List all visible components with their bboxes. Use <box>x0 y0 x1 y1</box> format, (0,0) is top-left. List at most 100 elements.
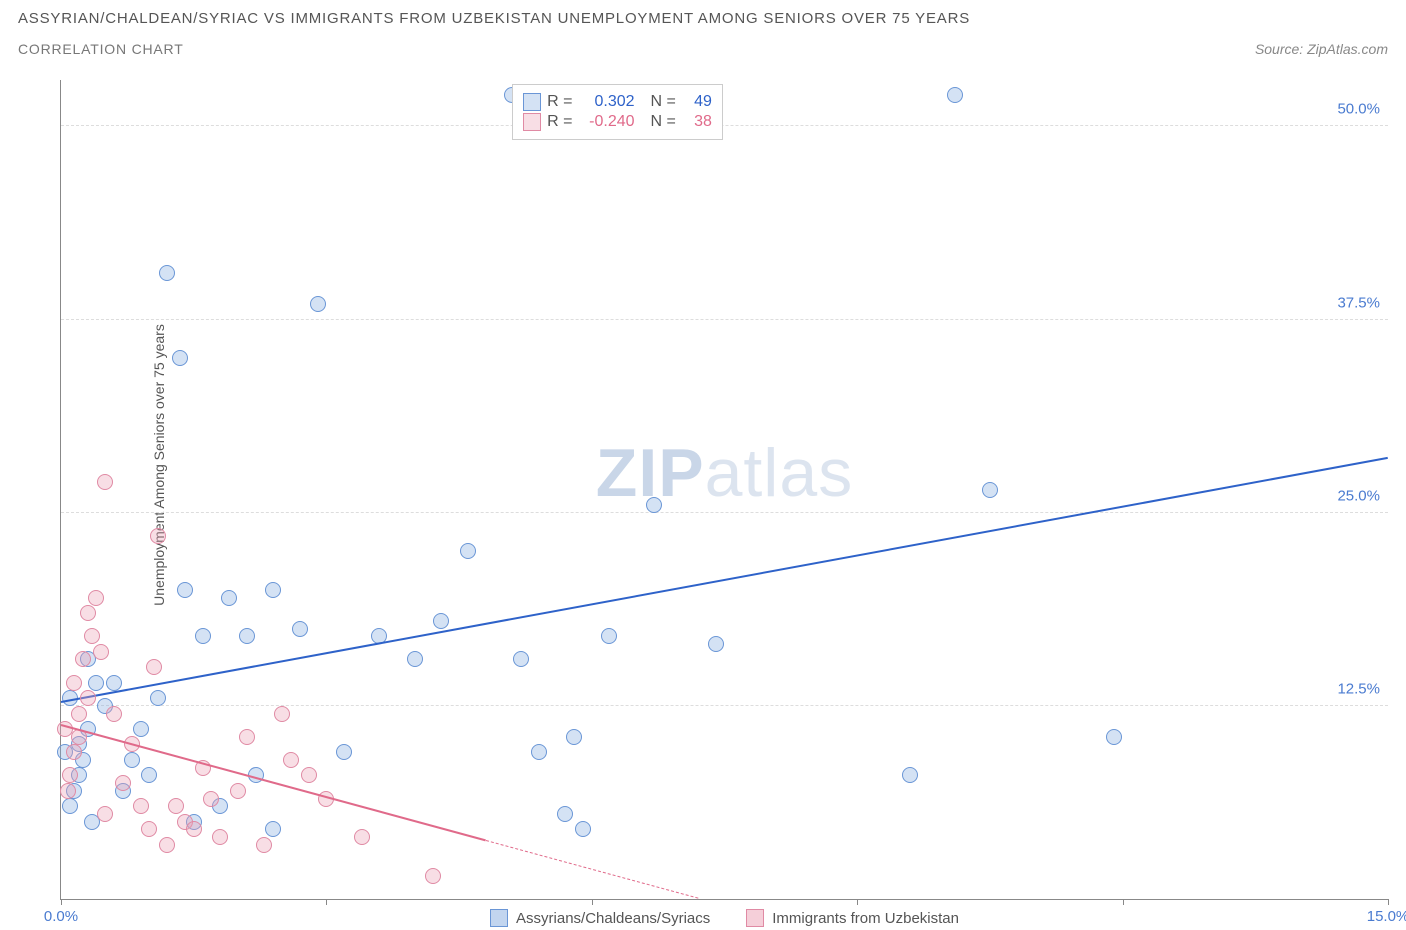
data-point <box>407 651 423 667</box>
data-point <box>168 798 184 814</box>
stat-label-r: R = <box>547 93 572 111</box>
data-point <box>982 482 998 498</box>
data-point <box>172 350 188 366</box>
data-point <box>708 636 724 652</box>
data-point <box>283 752 299 768</box>
regression-line-extrapolated <box>485 840 698 899</box>
data-point <box>159 265 175 281</box>
data-point <box>146 659 162 675</box>
data-point <box>230 783 246 799</box>
series-swatch <box>523 93 541 111</box>
data-point <box>256 837 272 853</box>
data-point <box>124 752 140 768</box>
data-point <box>292 621 308 637</box>
data-point <box>301 767 317 783</box>
data-point <box>239 628 255 644</box>
data-point <box>575 821 591 837</box>
data-point <box>75 651 91 667</box>
legend-item: Immigrants from Uzbekistan <box>746 909 959 927</box>
data-point <box>159 837 175 853</box>
x-tick <box>1388 899 1389 905</box>
data-point <box>265 582 281 598</box>
correlation-stats-box: R = 0.302 N = 49 R = -0.240 N = 38 <box>512 84 723 140</box>
legend-swatch <box>490 909 508 927</box>
data-point <box>531 744 547 760</box>
stat-label-r: R = <box>547 113 572 131</box>
data-point <box>433 613 449 629</box>
stat-label-n: N = <box>651 113 676 131</box>
data-point <box>460 543 476 559</box>
data-point <box>354 829 370 845</box>
watermark: ZIPatlas <box>596 434 853 512</box>
series-swatch <box>523 113 541 131</box>
data-point <box>66 675 82 691</box>
data-point <box>66 744 82 760</box>
source-attribution: Source: ZipAtlas.com <box>1255 41 1388 57</box>
data-point <box>150 528 166 544</box>
y-tick-label: 12.5% <box>1337 680 1380 697</box>
data-point <box>57 721 73 737</box>
scatter-chart: ZIPatlas 12.5%25.0%37.5%50.0%0.0%15.0%R … <box>60 80 1388 900</box>
y-tick-label: 25.0% <box>1337 487 1380 504</box>
y-tick-label: 50.0% <box>1337 101 1380 118</box>
legend: Assyrians/Chaldeans/Syriacs Immigrants fr… <box>61 909 1388 927</box>
data-point <box>84 628 100 644</box>
data-point <box>150 690 166 706</box>
data-point <box>336 744 352 760</box>
data-point <box>141 821 157 837</box>
x-tick <box>326 899 327 905</box>
legend-swatch <box>746 909 764 927</box>
chart-subtitle: CORRELATION CHART <box>18 41 184 57</box>
data-point <box>947 87 963 103</box>
data-point <box>513 651 529 667</box>
data-point <box>425 868 441 884</box>
data-point <box>274 706 290 722</box>
data-point <box>177 582 193 598</box>
data-point <box>80 605 96 621</box>
data-point <box>557 806 573 822</box>
data-point <box>212 829 228 845</box>
data-point <box>97 474 113 490</box>
x-tick <box>592 899 593 905</box>
data-point <box>133 721 149 737</box>
x-tick <box>1123 899 1124 905</box>
data-point <box>133 798 149 814</box>
legend-label: Immigrants from Uzbekistan <box>772 910 959 927</box>
data-point <box>62 798 78 814</box>
data-point <box>239 729 255 745</box>
data-point <box>265 821 281 837</box>
stat-value-n: 38 <box>682 113 712 131</box>
data-point <box>80 690 96 706</box>
data-point <box>60 783 76 799</box>
stat-value-r: 0.302 <box>579 93 635 111</box>
data-point <box>88 590 104 606</box>
regression-line <box>61 457 1388 703</box>
data-point <box>203 791 219 807</box>
data-point <box>71 706 87 722</box>
data-point <box>93 644 109 660</box>
data-point <box>106 675 122 691</box>
data-point <box>62 767 78 783</box>
stats-row: R = -0.240 N = 38 <box>523 113 712 131</box>
stat-label-n: N = <box>651 93 676 111</box>
gridline <box>61 125 1388 126</box>
stat-value-r: -0.240 <box>579 113 635 131</box>
gridline <box>61 705 1388 706</box>
data-point <box>221 590 237 606</box>
data-point <box>141 767 157 783</box>
data-point <box>310 296 326 312</box>
data-point <box>902 767 918 783</box>
data-point <box>566 729 582 745</box>
gridline <box>61 512 1388 513</box>
data-point <box>1106 729 1122 745</box>
data-point <box>106 706 122 722</box>
data-point <box>97 806 113 822</box>
x-tick <box>61 899 62 905</box>
legend-item: Assyrians/Chaldeans/Syriacs <box>490 909 710 927</box>
stat-value-n: 49 <box>682 93 712 111</box>
legend-label: Assyrians/Chaldeans/Syriacs <box>516 910 710 927</box>
x-tick <box>857 899 858 905</box>
data-point <box>115 775 131 791</box>
data-point <box>186 821 202 837</box>
stats-row: R = 0.302 N = 49 <box>523 93 712 111</box>
